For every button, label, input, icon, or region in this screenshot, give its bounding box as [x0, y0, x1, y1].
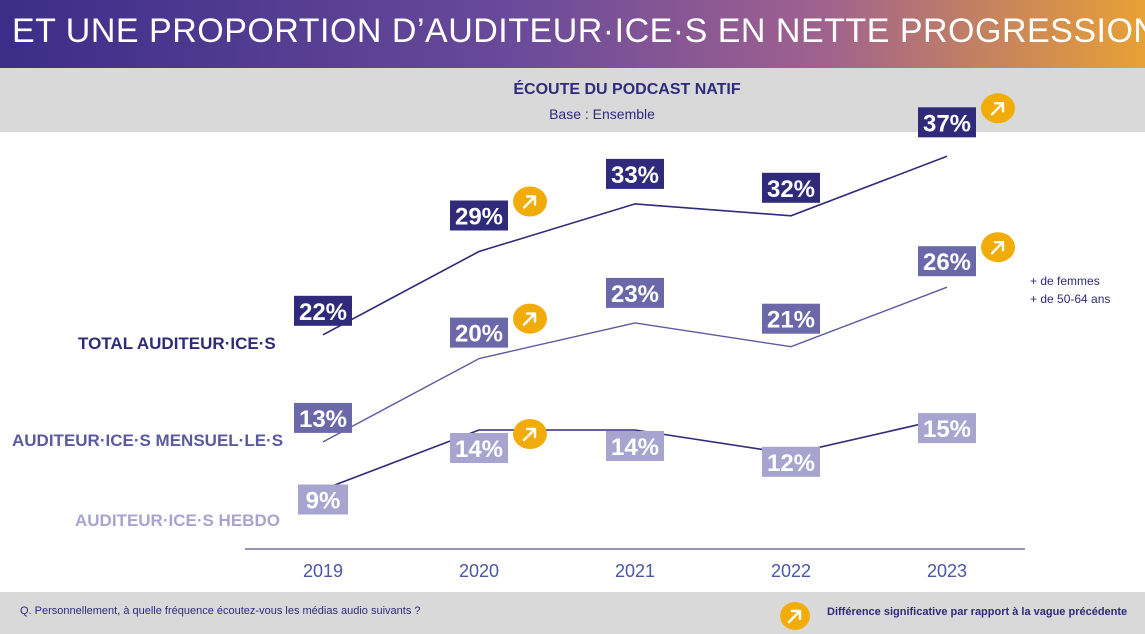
data-label-2-0: 9% — [306, 488, 341, 515]
header-banner — [0, 0, 1145, 68]
significance-arrow-up-right-icon — [981, 232, 1015, 263]
data-label-2-1: 14% — [455, 436, 503, 463]
survey-question: Q. Personnellement, à quelle fréquence é… — [20, 605, 421, 617]
x-tick-2023: 2023 — [926, 561, 968, 581]
data-label-box-1-0 — [294, 402, 352, 433]
data-label-box-0-2 — [606, 158, 664, 189]
series-line-0 — [322, 155, 948, 336]
data-label-box-2-1 — [450, 433, 508, 463]
data-label-1-4: 26% — [923, 249, 971, 276]
x-tick-2021: 2021 — [614, 561, 656, 581]
data-label-box-2-0 — [298, 484, 348, 515]
data-label-box-0-0 — [294, 295, 352, 326]
series-line-2 — [322, 417, 948, 491]
legend-arrow-up-right-icon — [780, 602, 810, 630]
chart-title: ÉCOUTE DU PODCAST NATIF — [513, 81, 741, 98]
data-label-0-4: 37% — [923, 110, 971, 137]
data-label-2-3: 12% — [767, 450, 815, 477]
data-label-1-1: 20% — [455, 321, 503, 348]
data-label-box-2-4 — [918, 413, 976, 444]
data-label-box-1-1 — [450, 317, 508, 348]
data-label-0-2: 33% — [611, 162, 659, 189]
data-label-1-0: 13% — [299, 406, 347, 433]
data-label-box-1-4 — [918, 246, 976, 277]
annotation-age: + de 50-64 ans — [1030, 292, 1111, 306]
series-label-hebdo: AUDITEUR·ICE·S HEBDO — [75, 511, 280, 530]
data-label-0-0: 22% — [299, 299, 347, 326]
data-label-0-1: 29% — [455, 204, 503, 231]
data-label-2-2: 14% — [611, 434, 659, 461]
chart-subtitle: Base : Ensemble — [549, 106, 655, 122]
data-label-0-3: 32% — [767, 176, 815, 203]
significance-arrow-up-right-icon — [513, 186, 547, 217]
significance-arrow-up-right-icon — [513, 303, 547, 334]
data-label-box-1-2 — [606, 277, 664, 308]
significance-arrow-up-right-icon — [981, 93, 1015, 124]
data-label-2-4: 15% — [923, 416, 971, 443]
data-label-box-2-2 — [606, 431, 664, 461]
data-label-box-0-3 — [762, 172, 820, 203]
significance-legend: Différence significative par rapport à l… — [827, 606, 1128, 618]
footer-band — [0, 592, 1145, 634]
data-label-box-0-4 — [918, 107, 976, 138]
x-tick-2020: 2020 — [458, 561, 500, 581]
series-line-1 — [322, 286, 948, 443]
data-label-box-2-3 — [762, 446, 820, 477]
series-label-mensuel: AUDITEUR·ICE·S MENSUEL·LE·S — [12, 431, 284, 450]
significance-arrow-up-right-icon — [513, 419, 547, 449]
x-tick-2022: 2022 — [770, 561, 812, 581]
data-label-1-3: 21% — [767, 307, 815, 334]
page-title: ET UNE PROPORTION D’AUDITEUR·ICE·S EN NE… — [12, 12, 1145, 50]
data-label-box-1-3 — [762, 303, 820, 334]
x-tick-2019: 2019 — [302, 561, 344, 581]
data-label-1-2: 23% — [611, 281, 659, 308]
annotation-women: + de femmes — [1030, 274, 1100, 288]
data-label-box-0-1 — [450, 200, 508, 231]
series-label-total: TOTAL AUDITEUR·ICE·S — [78, 334, 276, 353]
